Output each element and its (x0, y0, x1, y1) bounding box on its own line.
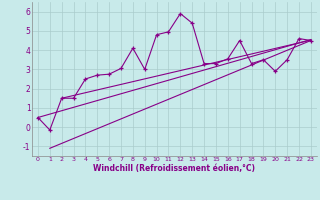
X-axis label: Windchill (Refroidissement éolien,°C): Windchill (Refroidissement éolien,°C) (93, 164, 255, 173)
